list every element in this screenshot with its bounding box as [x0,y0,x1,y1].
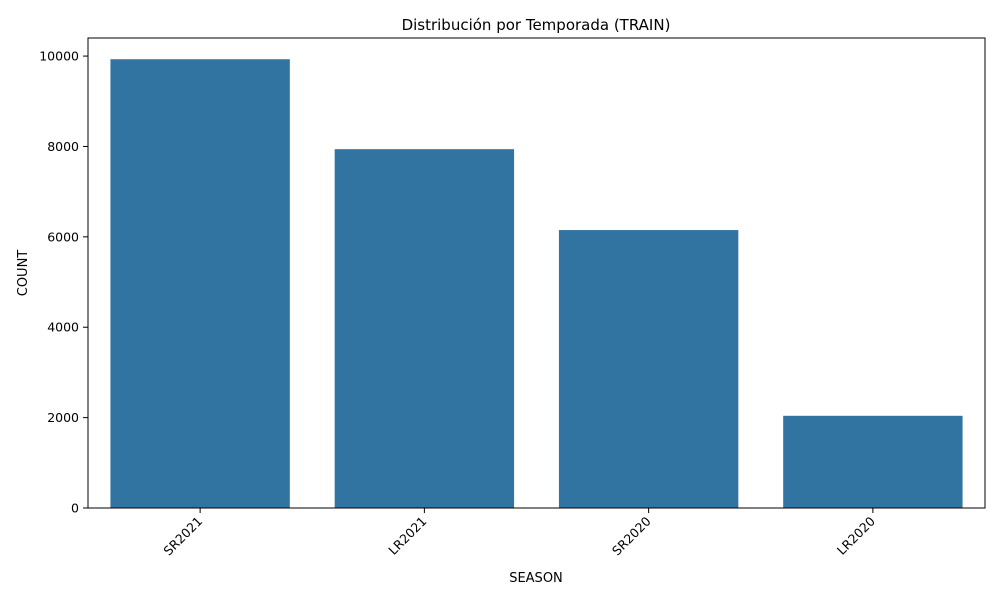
y-tick-label: 2000 [47,410,79,425]
y-axis-label: COUNT [16,250,31,297]
bar-sr2021 [110,59,290,508]
bars-layer [110,59,963,508]
y-tick-label: 4000 [47,320,79,335]
x-tick-label: SR2021 [160,514,205,559]
y-tick-label: 0 [71,501,79,516]
y-axis-ticks: 0 2000 4000 6000 8000 10000 [39,49,88,516]
y-tick-label: 8000 [47,139,79,154]
bar-sr2020 [558,230,739,508]
x-tick-label: SR2020 [609,513,654,558]
x-tick-label: LR2021 [385,514,429,558]
bar-lr2021 [334,149,515,508]
y-tick-label: 10000 [39,49,79,64]
bar-lr2020 [783,415,963,508]
x-axis-label: SEASON [509,571,563,586]
x-axis-ticks: SR2021 LR2021 SR2020 LR2020 [160,508,878,558]
chart-title: Distribución por Temporada (TRAIN) [402,16,671,34]
y-tick-label: 6000 [47,229,79,244]
plot-frame [87,37,986,509]
x-tick-label: LR2020 [834,513,878,557]
